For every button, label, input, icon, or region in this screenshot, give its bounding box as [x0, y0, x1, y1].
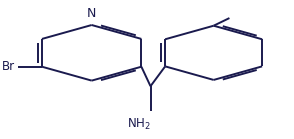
- Text: N: N: [87, 7, 96, 20]
- Text: NH$_2$: NH$_2$: [127, 117, 151, 132]
- Text: Br: Br: [1, 60, 15, 73]
